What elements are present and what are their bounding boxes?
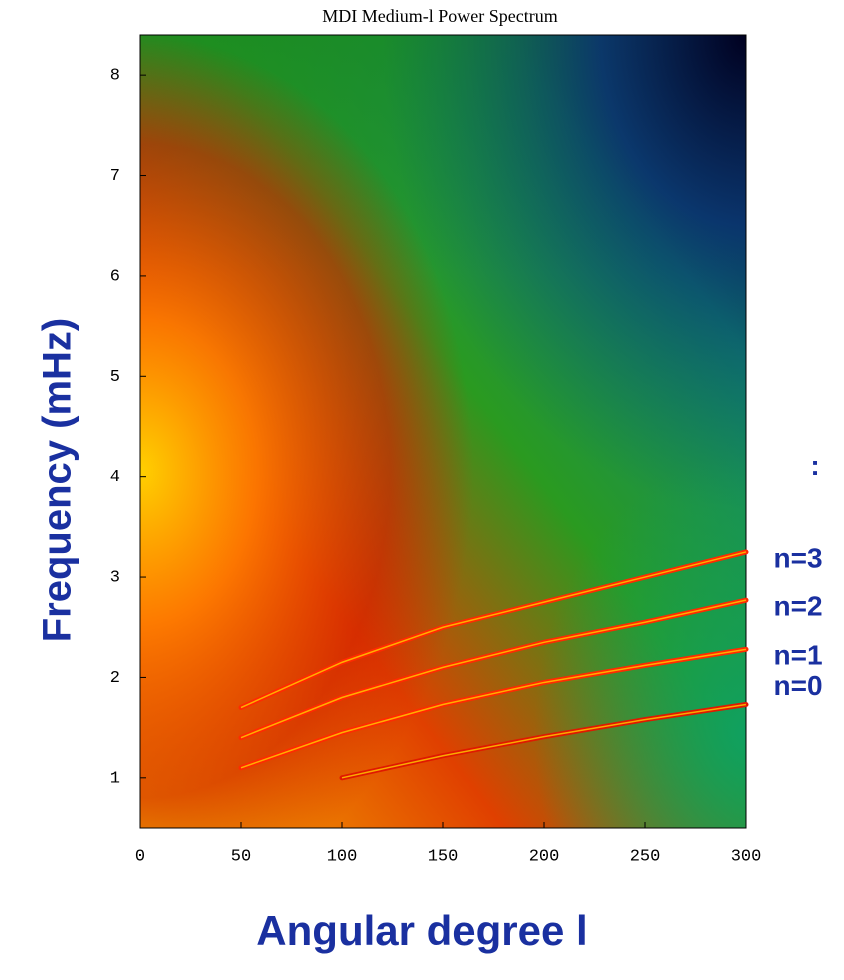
x-tick-label: 100	[327, 847, 358, 866]
y-tick-label: 5	[110, 368, 120, 387]
y-tick-label: 1	[110, 769, 120, 788]
x-tick-label: 0	[135, 847, 145, 866]
annotation: :	[810, 450, 819, 481]
mode-ridge-core	[240, 648, 747, 769]
y-tick-label: 3	[110, 569, 120, 588]
mode-label: n=1	[773, 640, 822, 671]
spectrum-background	[140, 35, 746, 828]
mode-label: n=0	[773, 670, 822, 701]
mode-label: n=2	[773, 591, 822, 622]
x-tick-label: 150	[428, 847, 459, 866]
x-tick-label: 250	[630, 847, 661, 866]
y-tick-label: 4	[110, 468, 120, 487]
y-tick-label: 7	[110, 167, 120, 186]
mode-ridge-core	[240, 599, 747, 739]
x-axis-label: Angular degree l	[256, 907, 587, 954]
y-tick-label: 6	[110, 267, 120, 286]
y-tick-label: 8	[110, 67, 120, 86]
mode-ridge-core	[240, 551, 747, 709]
y-axis-label: Frequency (mHz)	[36, 318, 80, 643]
mode-label: n=3	[773, 542, 822, 573]
x-tick-label: 300	[731, 847, 762, 866]
mode-ridge-core	[341, 703, 747, 779]
chart-title: MDI Medium-l Power Spectrum	[322, 6, 557, 26]
y-tick-label: 2	[110, 669, 120, 688]
x-tick-label: 50	[231, 847, 251, 866]
x-tick-label: 200	[529, 847, 560, 866]
